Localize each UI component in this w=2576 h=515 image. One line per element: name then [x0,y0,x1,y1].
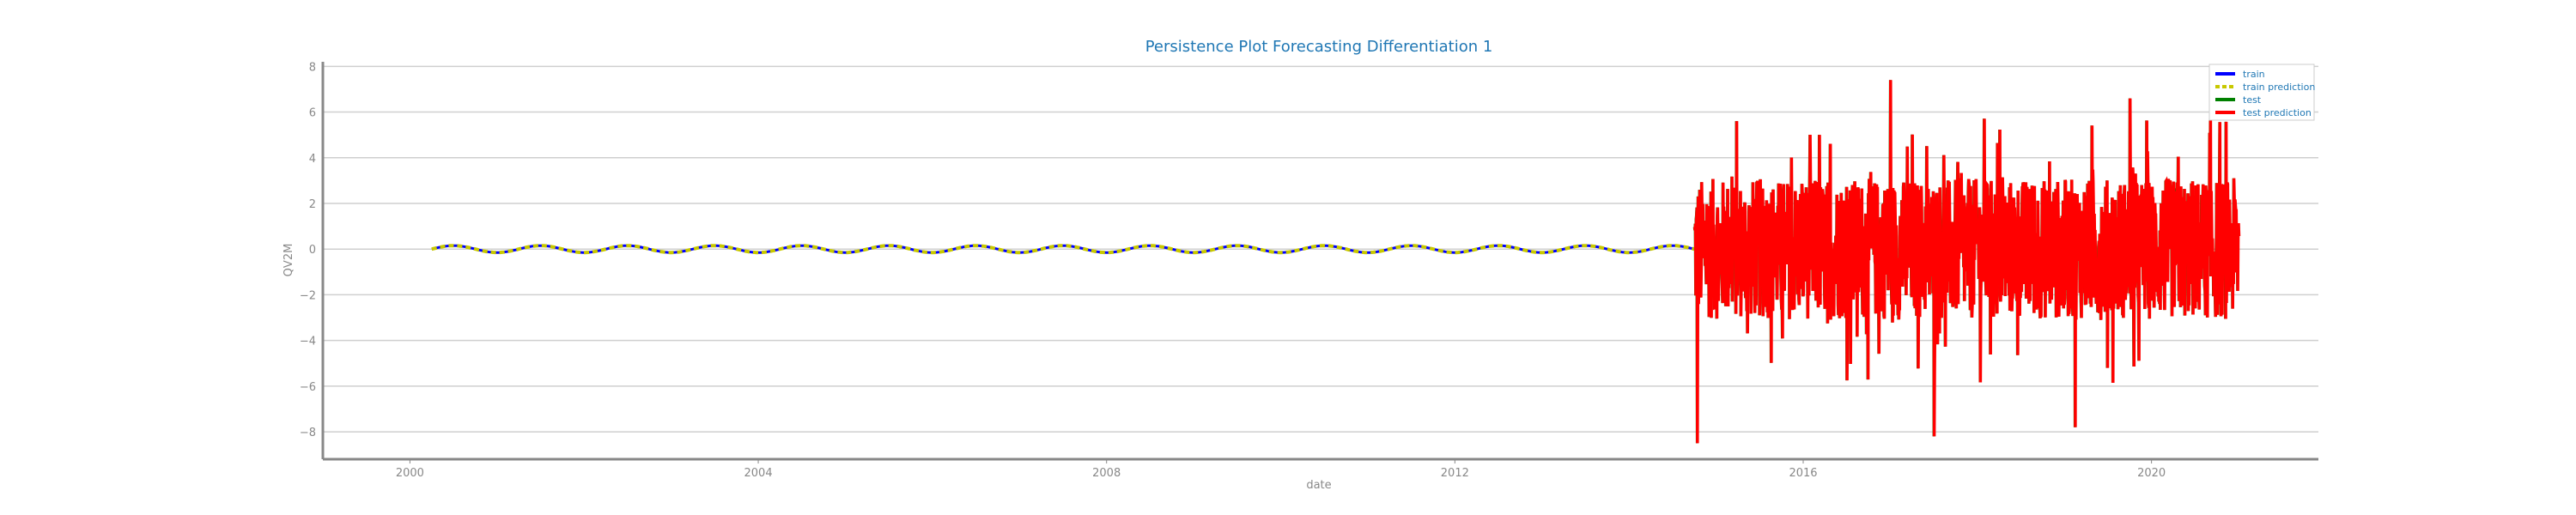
y-tick-label: −4 [300,336,316,348]
y-tick-label: 0 [309,244,316,257]
y-tick-labels: 8 6 4 2 0 −2 −4 −6 −8 [300,61,316,439]
legend-label-train: train [2243,69,2265,80]
x-tick-label: 2004 [744,467,773,480]
x-tick-label: 2012 [1441,467,1469,480]
series-train-prediction [431,244,1695,255]
y-tick-label: −6 [300,381,316,394]
y-axis-label: QV2M [283,244,295,277]
x-axis-label: date [1306,479,1331,492]
series-lines [431,80,2241,444]
y-tick-label: 6 [309,107,316,120]
x-tick-label: 2020 [2137,467,2166,480]
y-tick-label: 2 [309,198,316,211]
series-test-prediction [1692,80,2241,444]
x-tick-label: 2000 [396,467,424,480]
legend-label-test-prediction: test prediction [2243,107,2312,118]
x-tick-label: 2016 [1789,467,1817,480]
chart-title: Persistence Plot Forecasting Differentia… [1145,38,1493,56]
y-tick-label: 4 [309,153,316,166]
y-tick-label: −2 [300,289,316,302]
x-tick-label: 2008 [1092,467,1121,480]
x-tick-labels: 2000 2004 2008 2012 2016 2020 [396,459,2166,480]
legend-label-train-prediction: train prediction [2243,82,2315,93]
y-tick-label: 8 [309,61,316,74]
grid-lines [323,65,2318,433]
legend-label-test: test [2243,94,2262,106]
y-tick-label: −8 [300,427,316,439]
legend: train train prediction test test predict… [2208,64,2315,121]
